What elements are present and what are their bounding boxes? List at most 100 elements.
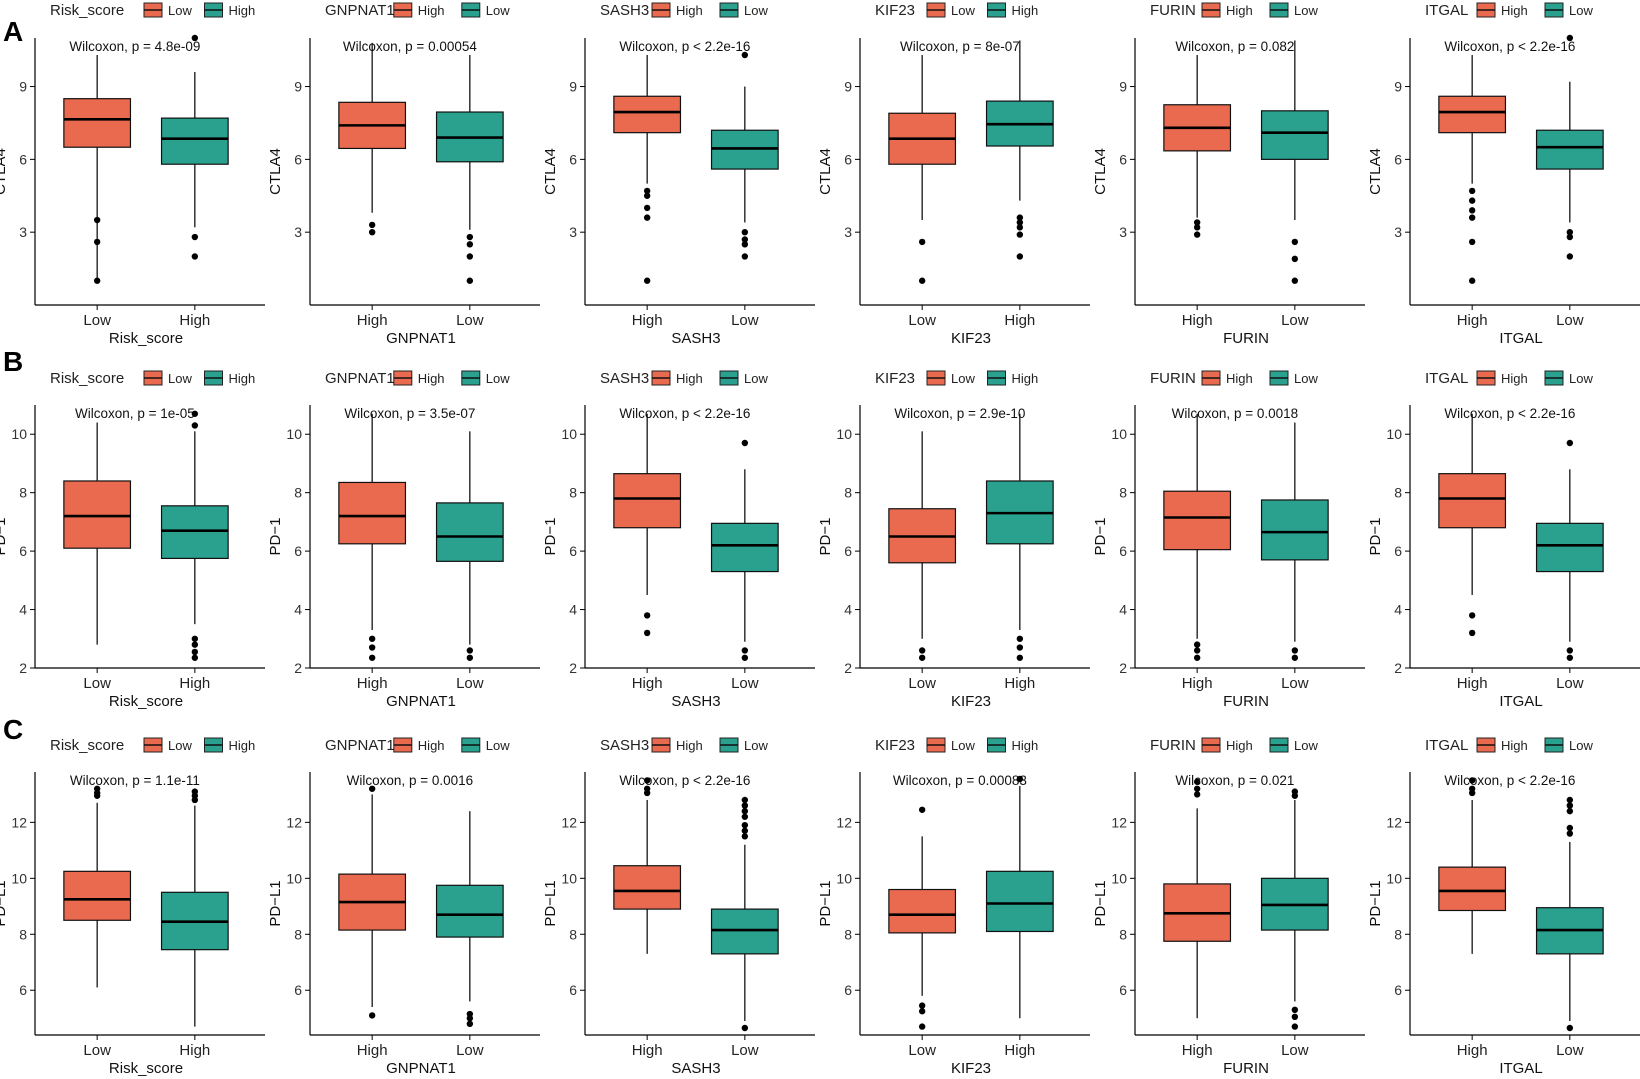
box: [1260, 110, 1329, 160]
y-axis-title: CTLA4: [817, 148, 834, 195]
box: [1438, 866, 1507, 912]
legend: SASH3 High Low: [600, 370, 768, 387]
y-tick-label: 10: [836, 426, 852, 442]
y-tick-label: 8: [19, 926, 27, 942]
y-tick-label: 6: [1394, 151, 1402, 167]
outlier-point: [466, 277, 474, 284]
outlier-point: [1566, 439, 1574, 447]
outlier-point: [1566, 34, 1574, 42]
y-tick-label: 10: [561, 426, 577, 442]
legend: ITGAL High Low: [1425, 2, 1593, 19]
box: [710, 908, 779, 955]
outlier-point: [466, 241, 474, 248]
y-tick-label: 10: [836, 870, 852, 886]
wilcoxon-annotation: Wilcoxon, p = 0.0016: [347, 773, 473, 788]
x-tick-label: Low: [1556, 675, 1584, 692]
legend-label: Low: [744, 3, 768, 18]
outlier-point: [1193, 219, 1201, 226]
outlier-point: [1193, 647, 1201, 654]
legend-label: High: [1226, 738, 1253, 753]
outlier-point: [191, 654, 199, 661]
x-axis-title: SASH3: [671, 1060, 720, 1077]
x-tick-label: High: [1182, 1042, 1213, 1059]
outlier-point: [643, 629, 651, 637]
y-tick-label: 10: [286, 426, 302, 442]
y-tick-label: 3: [1119, 224, 1127, 240]
boxplot-panel: ITGAL High Low 2 4 6 8 10 PD−1 Wilcoxon, p < 2.2e…: [1367, 370, 1640, 710]
x-axis-title: Risk_score: [109, 1060, 183, 1077]
outlier-point: [93, 792, 101, 799]
x-tick-label: High: [1004, 1042, 1035, 1059]
legend-label: High: [229, 3, 256, 18]
x-tick-label: Low: [1281, 1042, 1309, 1059]
box: [435, 502, 504, 562]
legend-title: GNPNAT1: [325, 737, 395, 754]
x-tick-label: Low: [908, 675, 936, 692]
y-tick-label: 3: [294, 224, 302, 240]
wilcoxon-annotation: Wilcoxon, p < 2.2e-16: [1444, 773, 1575, 788]
y-tick-label: 6: [844, 982, 852, 998]
outlier-point: [466, 654, 474, 661]
x-tick-label: High: [632, 1042, 663, 1059]
box: [1438, 473, 1507, 529]
y-tick-label: 4: [844, 602, 852, 618]
outlier-point: [1566, 233, 1574, 241]
y-axis-title: CTLA4: [1092, 148, 1109, 195]
legend: SASH3 High Low: [600, 737, 768, 754]
outlier-point: [643, 214, 651, 221]
y-tick-label: 3: [1394, 224, 1402, 240]
outlier-point: [918, 1023, 926, 1030]
outlier-point: [741, 821, 749, 829]
wilcoxon-annotation: Wilcoxon, p < 2.2e-16: [619, 406, 750, 421]
wilcoxon-annotation: Wilcoxon, p < 2.2e-16: [619, 773, 750, 788]
legend: Risk_score Low High: [50, 737, 255, 754]
y-tick-label: 8: [1394, 485, 1402, 501]
outlier-point: [1291, 792, 1299, 799]
box: [1535, 522, 1604, 573]
box: [435, 884, 504, 938]
x-axis-title: FURIN: [1223, 693, 1269, 710]
legend: SASH3 High Low: [600, 2, 768, 19]
y-tick-label: 6: [1394, 543, 1402, 559]
x-axis-title: SASH3: [671, 693, 720, 710]
x-tick-label: Low: [456, 1042, 484, 1059]
box: [710, 522, 779, 573]
outlier-point: [741, 813, 749, 820]
outlier-point: [918, 806, 926, 813]
x-tick-label: High: [357, 1042, 388, 1059]
y-tick-label: 3: [844, 224, 852, 240]
legend-label: Low: [168, 371, 192, 386]
y-axis-title: PD−1: [1367, 518, 1384, 556]
y-tick-label: 6: [19, 982, 27, 998]
y-tick-label: 6: [569, 151, 577, 167]
box: [63, 480, 132, 549]
outlier-point: [1468, 777, 1476, 784]
legend-label: Low: [744, 738, 768, 753]
boxplot-panel: KIF23 Low High 2 4 6 8 10 PD−1 Wilcoxon, p = 2.9e…: [817, 370, 1090, 710]
legend-title: GNPNAT1: [325, 370, 395, 387]
x-axis-title: Risk_score: [109, 330, 183, 347]
y-tick-label: 12: [286, 814, 302, 830]
y-tick-label: 6: [844, 151, 852, 167]
legend: KIF23 Low High: [875, 2, 1038, 19]
outlier-point: [1193, 641, 1201, 648]
y-axis-title: CTLA4: [0, 148, 9, 195]
legend: Risk_score Low High: [50, 370, 255, 387]
x-axis-title: KIF23: [951, 330, 991, 347]
legend-title: SASH3: [600, 2, 649, 19]
outlier-point: [918, 277, 926, 284]
x-tick-label: Low: [83, 675, 111, 692]
wilcoxon-annotation: Wilcoxon, p = 1e-05: [75, 406, 195, 421]
outlier-point: [1291, 238, 1299, 246]
y-tick-label: 6: [294, 543, 302, 559]
legend-title: SASH3: [600, 737, 649, 754]
legend-label: High: [1501, 738, 1528, 753]
wilcoxon-annotation: Wilcoxon, p = 1.1e-11: [70, 773, 200, 788]
legend-label: Low: [1294, 738, 1318, 753]
legend-title: KIF23: [875, 370, 915, 387]
outlier-point: [1468, 197, 1476, 204]
panel-letter-b: B: [3, 346, 24, 377]
legend: KIF23 Low High: [875, 370, 1038, 387]
y-tick-label: 12: [561, 814, 577, 830]
outlier-point: [741, 236, 749, 243]
